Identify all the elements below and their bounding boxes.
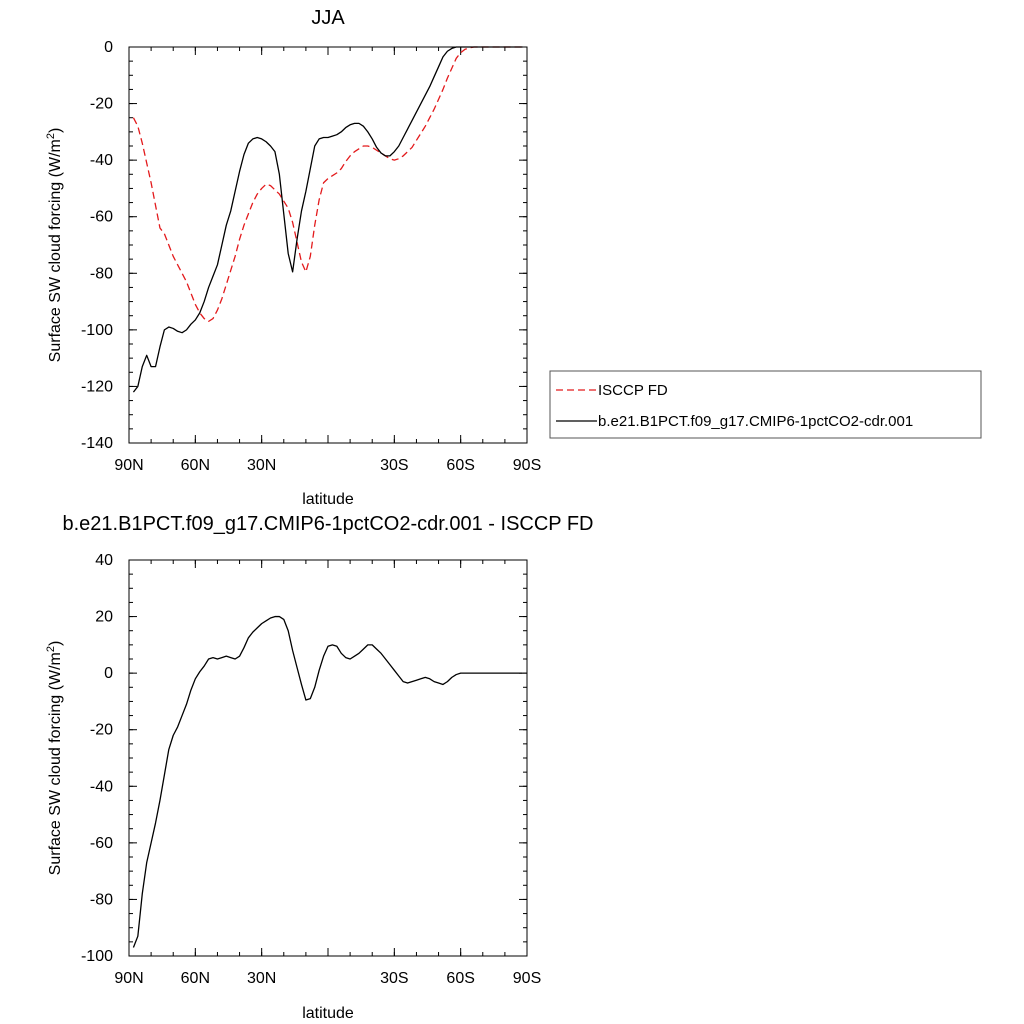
- x-tick-label: 30S: [380, 970, 408, 987]
- series-group: [132, 615, 523, 948]
- x-tick-label: 90S: [513, 457, 541, 474]
- x-tick-label: 30S: [380, 457, 408, 474]
- x-tick-label: 60N: [181, 970, 210, 987]
- series-group: [132, 46, 523, 393]
- y-tick-label: -60: [90, 209, 113, 226]
- panel-bottom-chart: b.e21.B1PCT.f09_g17.CMIP6-1pctCO2-cdr.00…: [45, 513, 594, 1022]
- plot-frame: [128, 559, 528, 957]
- y-ticks: 40 20 0 -20 -40 -60 -80 -100: [81, 552, 527, 965]
- legend: ISCCP FD b.e21.B1PCT.f09_g17.CMIP6-1pctC…: [549, 370, 982, 439]
- x-ticks: 90N 60N 30N 30S 60S 90S: [114, 47, 541, 474]
- x-axis-label: latitude: [302, 1005, 354, 1022]
- y-tick-label: -40: [90, 152, 113, 169]
- chart-title: b.e21.B1PCT.f09_g17.CMIP6-1pctCO2-cdr.00…: [63, 513, 594, 535]
- x-tick-label: 90S: [513, 970, 541, 987]
- y-tick-label: -20: [90, 96, 113, 113]
- legend-box: [549, 370, 982, 439]
- y-tick-label: 0: [104, 665, 113, 682]
- x-tick-label: 60S: [446, 457, 474, 474]
- plot-frame: [128, 46, 528, 444]
- y-tick-label: -100: [81, 322, 113, 339]
- x-tick-label: 30N: [247, 457, 276, 474]
- x-tick-label: 90N: [114, 457, 143, 474]
- legend-entry-model: b.e21.B1PCT.f09_g17.CMIP6-1pctCO2-cdr.00…: [598, 413, 913, 430]
- series-line-0: [132, 46, 523, 323]
- y-tick-label: -80: [90, 265, 113, 282]
- y-tick-label: -120: [81, 378, 113, 395]
- x-axis-label: latitude: [302, 491, 354, 508]
- series-line-1: [132, 46, 523, 393]
- x-tick-label: 60S: [446, 970, 474, 987]
- x-tick-label: 90N: [114, 970, 143, 987]
- y-tick-label: -40: [90, 778, 113, 795]
- y-tick-label: 20: [95, 609, 113, 626]
- x-tick-label: 30N: [247, 970, 276, 987]
- y-tick-label: -80: [90, 891, 113, 908]
- y-tick-label: -100: [81, 948, 113, 965]
- x-ticks: 90N 60N 30N 30S 60S 90S: [114, 560, 541, 987]
- y-axis-label: Surface SW cloud forcing (W/m2): [45, 128, 64, 363]
- legend-entry-isccp: ISCCP FD: [598, 382, 668, 399]
- panel-top-chart: JJA Surface SW cloud forcing (W/m2) lati…: [45, 7, 541, 508]
- series-line-0: [132, 615, 523, 948]
- y-ticks: 0 -20 -40 -60 -80 -100 -120 -140: [81, 39, 527, 452]
- y-tick-label: -60: [90, 835, 113, 852]
- y-tick-label: 0: [104, 39, 113, 56]
- chart-title: JJA: [311, 7, 345, 29]
- y-tick-label: -20: [90, 722, 113, 739]
- x-tick-label: 60N: [181, 457, 210, 474]
- y-axis-label: Surface SW cloud forcing (W/m2): [45, 641, 64, 876]
- y-tick-label: -140: [81, 435, 113, 452]
- y-tick-label: 40: [95, 552, 113, 569]
